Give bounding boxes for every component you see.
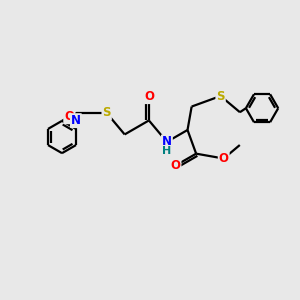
Text: S: S [216,89,225,103]
Text: O: O [219,152,229,165]
Text: O: O [64,110,74,123]
Text: O: O [144,90,154,103]
Text: N: N [162,135,172,148]
Text: N: N [71,114,81,127]
Text: H: H [162,146,172,156]
Text: S: S [102,106,111,119]
Text: O: O [170,159,181,172]
